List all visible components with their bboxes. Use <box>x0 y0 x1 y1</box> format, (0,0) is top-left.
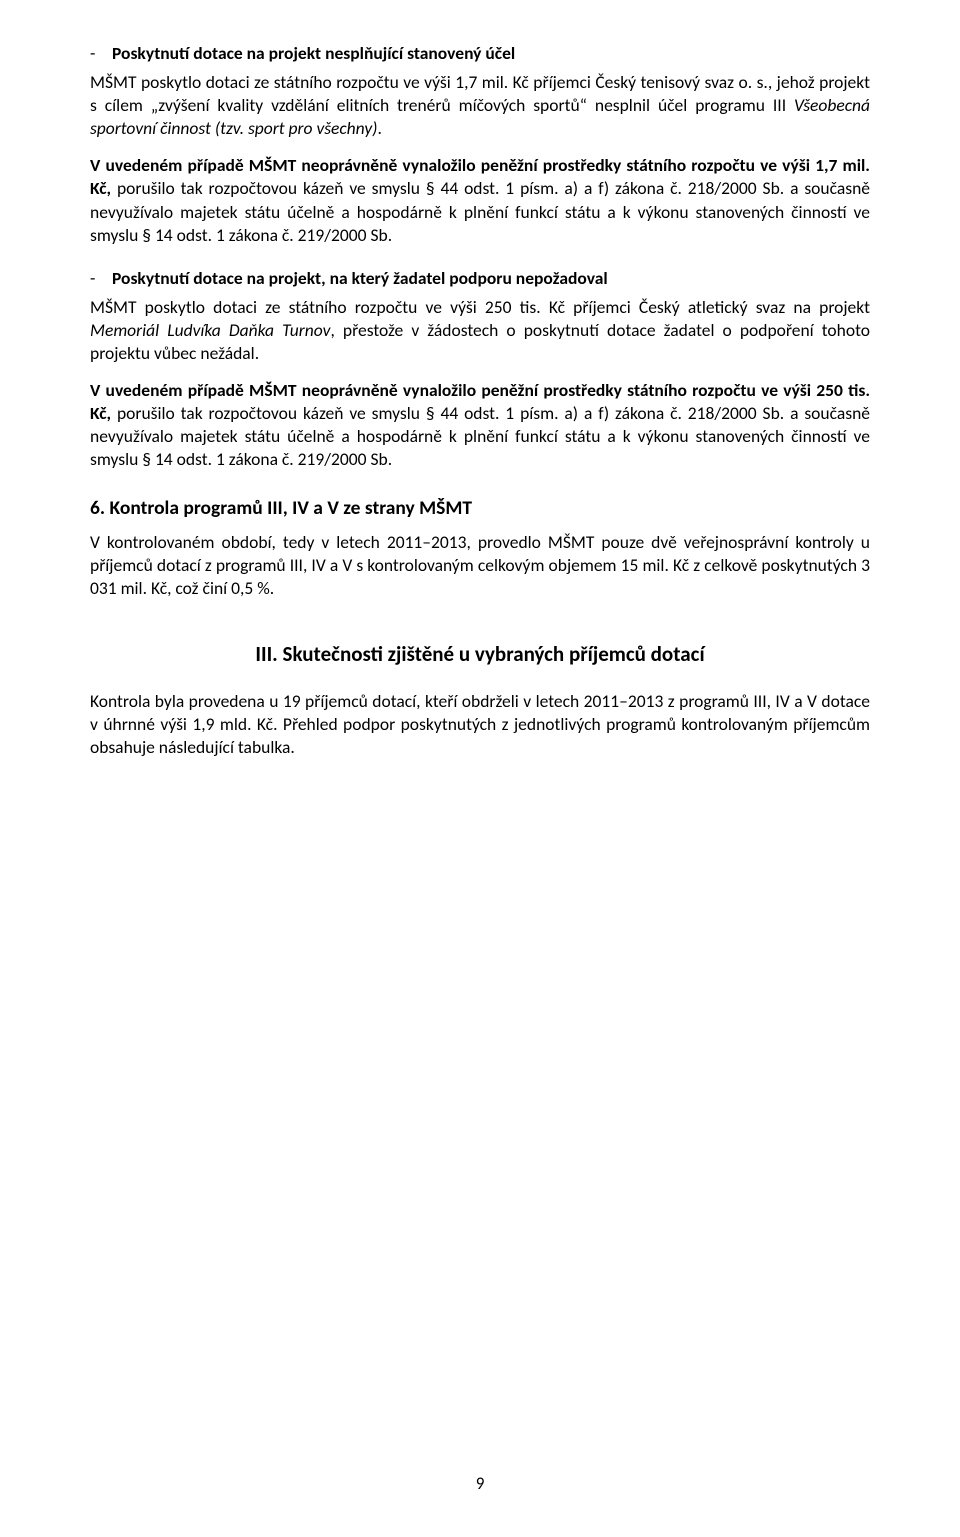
text-run: MŠMT poskytlo dotaci ze státního rozpočt… <box>90 71 870 116</box>
bullet1-paragraph2: V uvedeném případě MŠMT neoprávněně vyna… <box>90 154 870 246</box>
page-number: 9 <box>0 1473 960 1495</box>
text-run-italic: Memoriál Ludvíka Daňka Turnov <box>90 319 330 341</box>
section6-paragraph1: V kontrolovaném období, tedy v letech 20… <box>90 531 870 600</box>
bullet2-paragraph1: MŠMT poskytlo dotaci ze státního rozpočt… <box>90 296 870 365</box>
section3-heading: III. Skutečnosti zjištěné u vybraných př… <box>90 641 870 669</box>
bullet1-paragraph1: MŠMT poskytlo dotaci ze státního rozpočt… <box>90 71 870 140</box>
page-container: - Poskytnutí dotace na projekt nesplňují… <box>0 0 960 1537</box>
text-run: porušilo tak rozpočtovou kázeň ve smyslu… <box>90 402 870 470</box>
section6-heading: 6. Kontrola programů III, IV a V ze stra… <box>90 496 870 522</box>
dash-marker: - <box>90 42 112 65</box>
text-run: MŠMT poskytlo dotaci ze státního rozpočt… <box>90 296 870 318</box>
bullet2-paragraph2: V uvedeném případě MŠMT neoprávněně vyna… <box>90 379 870 471</box>
bullet1-heading: Poskytnutí dotace na projekt nesplňující… <box>112 42 870 65</box>
list-item: - Poskytnutí dotace na projekt nesplňují… <box>90 42 870 65</box>
bullet2-heading: Poskytnutí dotace na projekt, na který ž… <box>112 267 870 290</box>
list-item: - Poskytnutí dotace na projekt, na který… <box>90 267 870 290</box>
section3-paragraph1: Kontrola byla provedena u 19 příjemců do… <box>90 690 870 759</box>
text-run: . <box>377 117 381 139</box>
text-run: porušilo tak rozpočtovou kázeň ve smyslu… <box>90 177 870 245</box>
dash-marker: - <box>90 267 112 290</box>
